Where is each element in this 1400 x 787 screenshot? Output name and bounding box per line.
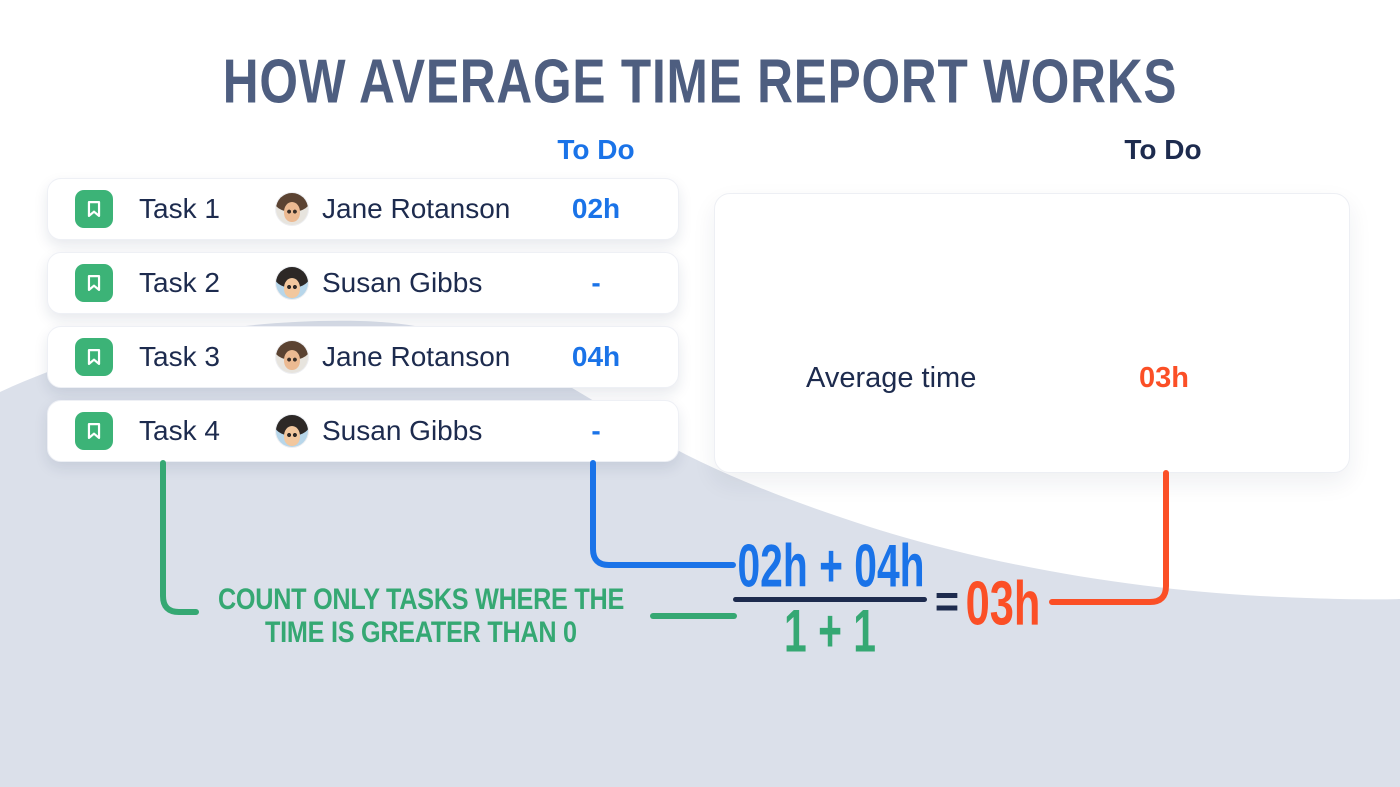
annotation-line-2: TIME IS GREATER THAN 0 (265, 616, 577, 649)
bookmark-icon (75, 264, 113, 302)
bookmark-icon (75, 412, 113, 450)
average-time-card: Average time 03h (714, 193, 1350, 473)
assignee-avatar (276, 193, 308, 225)
task-title: Task 1 (139, 193, 220, 224)
task-title: Task 4 (139, 415, 220, 446)
logged-time: - (591, 415, 601, 446)
task-row-4: Task 4 Susan Gibbs - (47, 400, 679, 462)
task-row-2: Task 2 Susan Gibbs - (47, 252, 679, 314)
logged-time: - (591, 267, 601, 298)
page-title: HOW AVERAGE TIME REPORT WORKS (222, 47, 1178, 117)
assignee-avatar (276, 267, 308, 299)
todo-column-header-right: To Do (1124, 134, 1202, 165)
annotation-line-1: COUNT ONLY TASKS WHERE THE (217, 583, 625, 616)
average-time-label: Average time (806, 362, 977, 394)
assignee-name: Susan Gibbs (322, 267, 483, 298)
average-time-value: 03h (1139, 362, 1189, 394)
formula-result: 03h (965, 569, 1041, 639)
todo-column-header-left: To Do (557, 134, 635, 165)
task-row-3: Task 3 Jane Rotanson 04h (47, 326, 679, 388)
annotation-note: COUNT ONLY TASKS WHERE THE TIME IS GREAT… (179, 583, 662, 649)
formula-denominator: 1 + 1 (784, 597, 876, 665)
bookmark-icon (75, 338, 113, 376)
assignee-name: Susan Gibbs (322, 415, 483, 446)
assignee-name: Jane Rotanson (322, 193, 511, 224)
task-title: Task 3 (139, 341, 220, 372)
assignee-avatar (276, 341, 308, 373)
logged-time: 02h (571, 193, 621, 224)
logged-time: 04h (571, 341, 621, 372)
bookmark-icon (75, 190, 113, 228)
formula-numerator: 02h + 04h (737, 532, 925, 600)
assignee-name: Jane Rotanson (322, 341, 511, 372)
task-row-1: Task 1 Jane Rotanson 02h (47, 178, 679, 240)
task-title: Task 2 (139, 267, 220, 298)
fraction-bar (733, 597, 927, 602)
assignee-avatar (276, 415, 308, 447)
formula-equals-sign: = (934, 575, 960, 627)
